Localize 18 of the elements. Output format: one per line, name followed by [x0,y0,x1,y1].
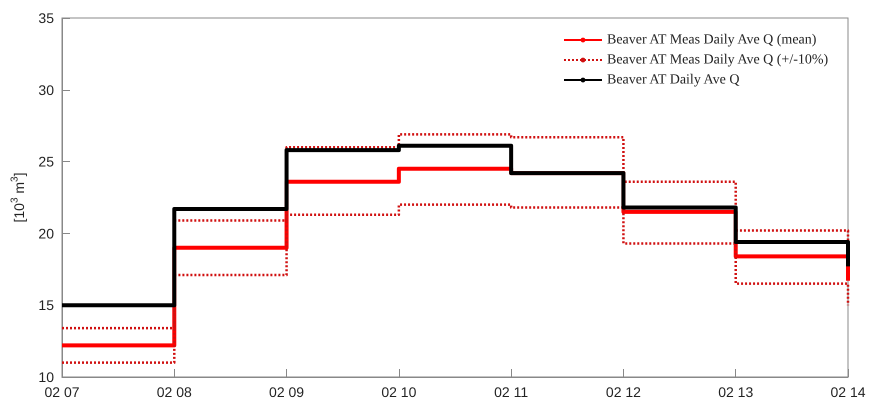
x-tick-label: 02 14 [830,384,866,400]
y-tick-label: 10 [38,369,54,385]
x-tick-label: 02 07 [44,384,80,400]
x-tick-label: 02 12 [606,384,642,400]
legend-label: Beaver AT Daily Ave Q [606,72,740,88]
x-tick-label: 02 10 [381,384,417,400]
legend-label: Beaver AT Meas Daily Ave Q (+/-10%) [606,52,829,68]
y-tick-label: 15 [38,297,54,314]
y-tick-label: 30 [38,82,54,98]
y-tick-label: 20 [38,225,54,242]
x-tick-label: 02 09 [269,384,304,400]
x-tick-label: 02 08 [156,384,192,400]
legend-label: Beaver AT Meas Daily Ave Q (mean) [606,32,817,48]
y-axis-title: [103 m3] [10,172,27,223]
x-tick-label: 02 11 [494,384,528,400]
y-tick-label: 35 [38,10,54,26]
x-tick-label: 02 13 [718,384,754,400]
y-tick-label: 25 [38,154,54,170]
